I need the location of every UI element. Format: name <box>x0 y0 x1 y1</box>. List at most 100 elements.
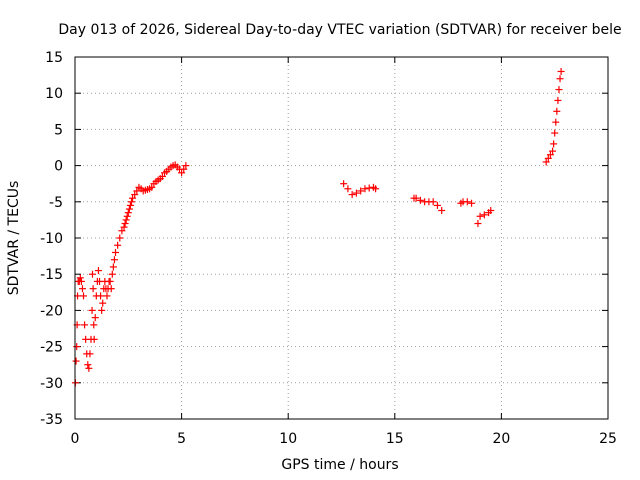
y-tick-label: -20 <box>40 303 63 319</box>
data-point <box>552 118 560 126</box>
y-axis-label: SDTVAR / TECUs <box>6 181 22 296</box>
data-points <box>71 67 565 387</box>
data-point <box>99 299 107 307</box>
data-point <box>556 75 564 83</box>
data-point <box>120 223 128 231</box>
data-point <box>463 198 471 206</box>
data-point <box>438 206 446 214</box>
y-tick-label: -30 <box>40 376 63 392</box>
data-point <box>178 169 186 177</box>
data-point <box>110 256 118 264</box>
y-tick-label: 5 <box>54 122 63 138</box>
x-tick-label: 10 <box>279 431 297 447</box>
data-point <box>357 187 365 195</box>
data-point <box>542 158 550 166</box>
data-point <box>91 314 99 322</box>
data-point <box>90 321 98 329</box>
data-point <box>340 180 348 188</box>
data-point <box>546 151 554 159</box>
data-point <box>85 364 93 372</box>
data-point <box>121 220 129 228</box>
data-point <box>344 185 352 193</box>
data-point <box>97 292 105 300</box>
x-tick-label: 5 <box>177 431 186 447</box>
x-axis-label: GPS time / hours <box>281 457 398 473</box>
data-point <box>476 212 484 220</box>
data-point <box>148 183 156 191</box>
x-tick-label: 15 <box>386 431 404 447</box>
data-point <box>123 212 131 220</box>
x-tick-label: 20 <box>492 431 510 447</box>
data-point <box>129 194 137 202</box>
grid-lines <box>75 57 608 419</box>
data-point <box>107 285 115 293</box>
data-point <box>182 162 190 170</box>
data-point <box>474 220 482 228</box>
data-point <box>78 285 86 293</box>
y-tick-label: -35 <box>40 412 63 428</box>
y-tick-label: -15 <box>40 267 63 283</box>
data-point <box>124 209 132 217</box>
data-point <box>108 270 116 278</box>
data-point <box>555 86 563 94</box>
data-point <box>158 172 166 180</box>
data-point <box>86 350 94 358</box>
data-point <box>88 270 96 278</box>
data-point <box>554 96 562 104</box>
data-point <box>365 184 373 192</box>
data-point <box>89 285 97 293</box>
data-point <box>480 211 488 219</box>
data-point <box>361 185 369 193</box>
plot-frame <box>74 56 609 420</box>
data-point <box>133 187 141 195</box>
tick-labels: 0 5 10 15 20 25 -35 -30 -25 -20 -15 -10 -5 0 5 10 15 <box>40 50 617 447</box>
data-point <box>112 248 120 256</box>
data-point <box>348 191 356 199</box>
data-point <box>80 292 88 300</box>
data-point <box>77 277 85 285</box>
data-point <box>352 189 360 197</box>
data-point <box>126 201 134 209</box>
data-point <box>553 107 561 115</box>
data-point <box>73 343 81 351</box>
y-tick-label: -10 <box>40 231 63 247</box>
y-tick-label: 0 <box>54 159 63 175</box>
data-point <box>103 292 111 300</box>
data-point <box>109 263 117 271</box>
chart-title: Day 013 of 2026, Sidereal Day-to-day VTE… <box>58 22 621 38</box>
x-tick-label: 25 <box>599 431 617 447</box>
y-tick-label: -5 <box>49 195 63 211</box>
y-tick-label: -25 <box>40 340 63 356</box>
data-point <box>416 196 424 204</box>
data-point <box>544 154 552 162</box>
data-point <box>118 227 126 235</box>
data-point <box>88 306 96 314</box>
data-point <box>549 147 557 155</box>
data-point <box>551 129 559 137</box>
data-point <box>106 277 114 285</box>
data-point <box>429 198 437 206</box>
data-point <box>557 67 565 75</box>
data-point <box>487 206 495 214</box>
data-point <box>114 241 122 249</box>
data-point <box>90 335 98 343</box>
data-point <box>372 185 380 193</box>
y-tick-label: 15 <box>45 50 63 66</box>
data-point <box>412 194 420 202</box>
x-tick-label: 0 <box>71 431 80 447</box>
data-point <box>72 357 80 365</box>
data-point <box>550 140 558 148</box>
data-point <box>468 199 476 207</box>
data-point <box>81 321 89 329</box>
data-point <box>127 198 135 206</box>
data-point <box>98 306 106 314</box>
data-point <box>180 165 188 173</box>
data-point <box>84 361 92 369</box>
data-point <box>76 274 84 282</box>
y-tick-label: 10 <box>45 86 63 102</box>
data-point <box>125 205 133 213</box>
data-point <box>122 216 130 224</box>
data-point <box>131 191 139 199</box>
